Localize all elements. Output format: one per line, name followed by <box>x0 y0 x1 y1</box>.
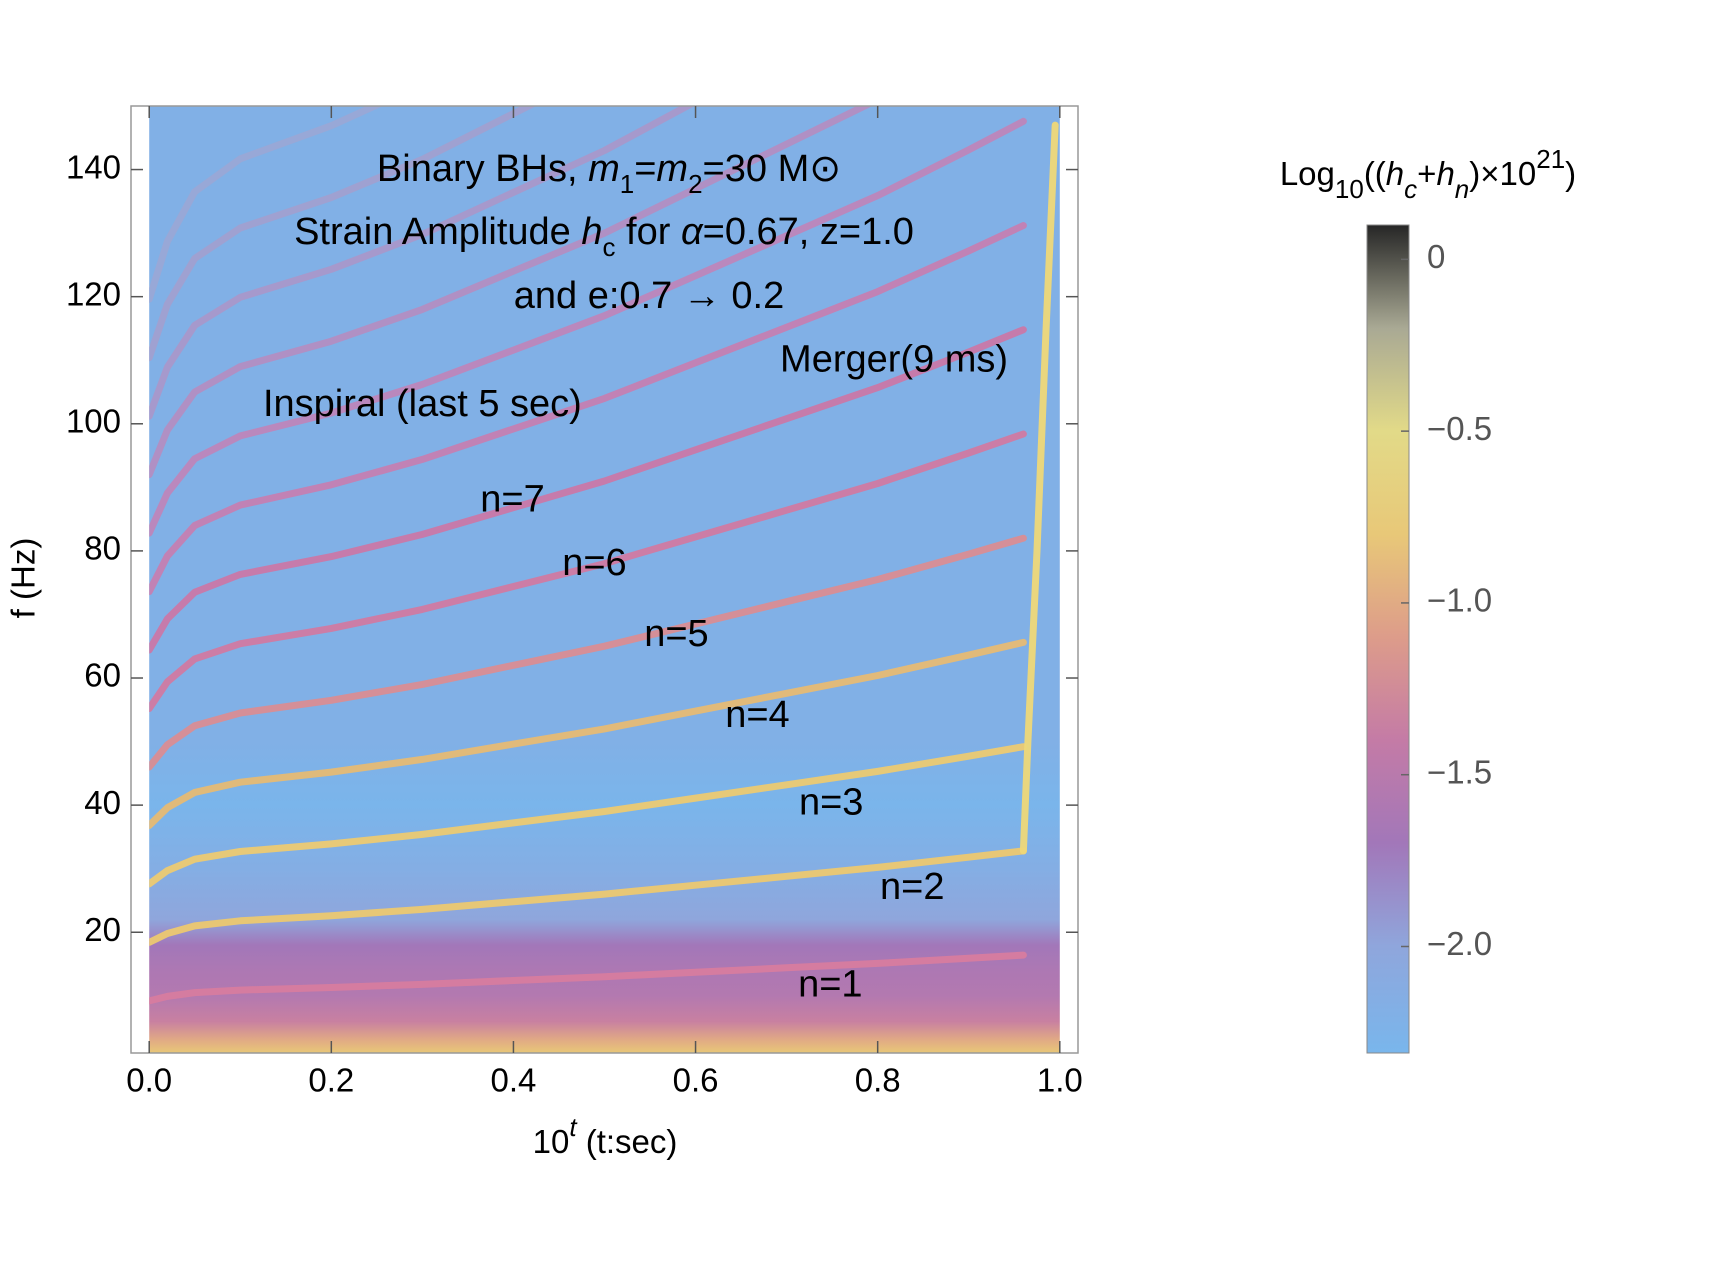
title-part: =30 M⊙ <box>703 148 842 190</box>
harmonic-line <box>149 847 1027 946</box>
cb-label-part: n <box>1455 174 1469 204</box>
harmonic-line <box>149 430 1027 712</box>
colorbar-tick-label: −1.0 <box>1427 582 1492 619</box>
cb-label-part: + <box>1417 155 1436 192</box>
y-tick-label: 20 <box>84 911 121 948</box>
overlay <box>130 105 1079 1054</box>
title-part: α <box>681 211 704 253</box>
annotation: n=2 <box>880 866 944 908</box>
colorbar-tick-label: −0.5 <box>1427 410 1492 447</box>
title-part: h <box>581 211 602 253</box>
title-part: 2 <box>688 169 702 199</box>
colorbar <box>1366 224 1410 1054</box>
annotation: n=7 <box>480 478 544 520</box>
y-tick-label: 40 <box>84 784 121 821</box>
x-axis-label: 10t (t:sec) <box>533 1112 678 1160</box>
cb-label-part: h <box>1436 155 1454 192</box>
x-tick-label: 0.8 <box>855 1062 901 1099</box>
harmonic-line <box>149 117 1027 537</box>
title-line: and e:0.7 → 0.2 <box>514 275 784 317</box>
harmonic-line <box>149 326 1027 654</box>
annotation: n=1 <box>798 963 862 1005</box>
cb-label-part: 10 <box>1335 174 1364 204</box>
harmonic-line <box>149 638 1027 829</box>
plot-area <box>149 106 1060 1053</box>
harmonic-line <box>149 106 873 479</box>
annotation: n=3 <box>799 782 863 824</box>
x-label-part: t <box>569 1112 578 1142</box>
y-tick-label: 80 <box>84 530 121 567</box>
x-tick-label: 0.4 <box>491 1062 537 1099</box>
x-tick-label: 0.0 <box>126 1062 172 1099</box>
cb-label-part: ) <box>1565 155 1576 192</box>
title-part: = <box>634 148 656 190</box>
harmonic-line <box>149 106 384 303</box>
title-part: c <box>602 232 615 262</box>
title-part: m <box>588 148 620 190</box>
x-tick-label: 1.0 <box>1037 1062 1083 1099</box>
annotation: Inspiral (last 5 sec) <box>263 383 582 425</box>
x-label-part: 10 <box>533 1123 570 1160</box>
title-part: m <box>656 148 688 190</box>
cb-label-part: 21 <box>1536 144 1565 174</box>
colorbar-tick-label: −1.5 <box>1427 753 1492 790</box>
y-axis-label: f (Hz) <box>5 538 42 619</box>
title-part: =0.67, z=1.0 <box>703 211 914 253</box>
annotation: Merger(9 ms) <box>780 339 1008 381</box>
title-part: Binary BHs, <box>377 148 588 190</box>
plot-frame <box>130 105 1079 1054</box>
colorbar-tick-label: 0 <box>1427 238 1445 275</box>
harmonic-line <box>149 222 1027 596</box>
title-line: Binary BHs, m1=m2=30 M⊙ <box>377 148 841 199</box>
y-tick-label: 140 <box>66 148 121 185</box>
cb-label-part: )×10 <box>1469 155 1536 192</box>
colorbar-tick-label: −2.0 <box>1427 925 1492 962</box>
x-tick-label: 0.6 <box>673 1062 719 1099</box>
y-tick-label: 100 <box>66 403 121 440</box>
cb-label-part: h <box>1386 155 1404 192</box>
harmonic-line <box>149 534 1027 771</box>
y-tick-label: 120 <box>66 275 121 312</box>
x-label-part: (t:sec) <box>577 1123 678 1160</box>
y-tick-label: 60 <box>84 657 121 694</box>
cb-label-part: Log <box>1280 155 1335 192</box>
harmonic-line <box>1019 121 1059 855</box>
title-part: for <box>615 211 680 253</box>
title-part: 1 <box>620 169 634 199</box>
cb-label-part: c <box>1404 174 1417 204</box>
colorbar-label: Log10((hc+hn)×1021) <box>1280 144 1576 204</box>
harmonic-line <box>149 106 695 420</box>
title-line: Strain Amplitude hc for α=0.67, z=1.0 <box>294 211 914 262</box>
x-tick-label: 0.2 <box>308 1062 354 1099</box>
harmonic-line <box>149 951 1027 1005</box>
annotation: n=6 <box>562 542 626 584</box>
title-part: Strain Amplitude <box>294 211 581 253</box>
annotation: n=5 <box>644 613 708 655</box>
harmonic-line <box>149 743 1027 888</box>
annotation: n=4 <box>725 694 789 736</box>
cb-label-part: (( <box>1364 155 1386 192</box>
